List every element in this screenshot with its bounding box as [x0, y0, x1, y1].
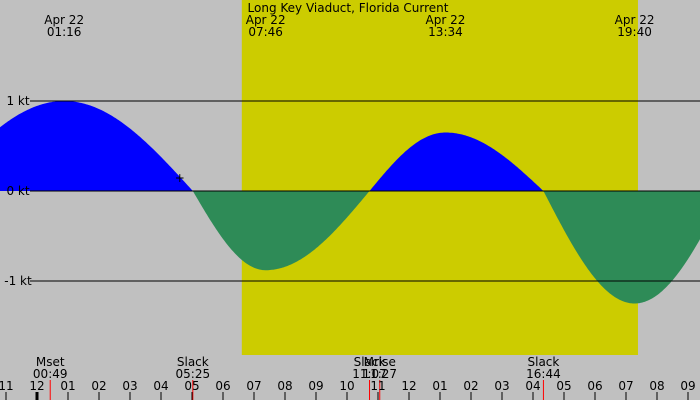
hour-tick-label: 06 — [587, 379, 602, 393]
extreme-time-label: 19:40 — [617, 25, 652, 39]
y-tick-label: -1 kt — [4, 274, 32, 288]
event-labels: Slack05:25Slack11:07Slack16:44Mset00:49M… — [33, 355, 561, 400]
moon-event-label: Mrise — [364, 355, 396, 369]
hour-tick-label: 05 — [184, 379, 199, 393]
slack-time-label: 16:44 — [526, 367, 561, 381]
extreme-time-label: 13:34 — [428, 25, 463, 39]
hour-tick-label: 03 — [122, 379, 137, 393]
hour-tick-label: 08 — [649, 379, 664, 393]
chart-title: Long Key Viaduct, Florida Current — [248, 1, 449, 15]
hour-tick-label: 11 — [370, 379, 385, 393]
extreme-date-label: Apr 22 — [615, 13, 655, 27]
hour-tick-label: 07 — [246, 379, 261, 393]
hour-tick-label: 01 — [60, 379, 75, 393]
hour-tick-label: 07 — [618, 379, 633, 393]
hour-tick-label: 05 — [556, 379, 571, 393]
hour-tick-label: 03 — [494, 379, 509, 393]
extreme-date-label: Apr 22 — [44, 13, 84, 27]
slack-time-label: 11:07 — [352, 367, 387, 381]
hour-tick-label: 09 — [680, 379, 695, 393]
extreme-date-label: Apr 22 — [246, 13, 286, 27]
flood-area — [0, 101, 700, 191]
hour-tick-label: 02 — [91, 379, 106, 393]
hour-tick-label: 01 — [432, 379, 447, 393]
hour-axis: 11 12 01 02 03 04 05 06 07 08 09 10 11 12 01 02 03 04 05 06… — [0, 379, 696, 400]
hour-tick-label: 08 — [277, 379, 292, 393]
moon-event-time-label: 00:49 — [33, 367, 68, 381]
plus-marker: + — [175, 171, 185, 185]
extreme-time-label: 01:16 — [47, 25, 82, 39]
hour-tick-label: 06 — [215, 379, 230, 393]
extreme-time-label: 07:46 — [248, 25, 283, 39]
hour-tick-label: 12 — [29, 379, 44, 393]
gridlines — [30, 100, 700, 282]
slack-time-label: 05:25 — [176, 367, 211, 381]
slack-label: Slack — [354, 355, 386, 369]
y-tick-label: 1 kt — [6, 94, 29, 108]
hour-tick-label: 09 — [308, 379, 323, 393]
slack-label: Slack — [177, 355, 209, 369]
slack-label: Slack — [528, 355, 560, 369]
hour-tick-label: 10 — [339, 379, 354, 393]
y-axis-labels: 1 kt 0 kt -1 kt — [4, 94, 32, 288]
ebb-area — [0, 191, 700, 304]
hour-tick-label: 04 — [153, 379, 168, 393]
hour-tick-label: 02 — [463, 379, 478, 393]
hour-tick-label: 11 — [0, 379, 14, 393]
extreme-date-label: Apr 22 — [426, 13, 466, 27]
y-tick-label: 0 kt — [6, 184, 29, 198]
moon-event-label: Mset — [36, 355, 65, 369]
hour-tick-label: 04 — [525, 379, 540, 393]
moon-event-time-label: 11:27 — [362, 367, 397, 381]
hour-tick-label: 12 — [401, 379, 416, 393]
